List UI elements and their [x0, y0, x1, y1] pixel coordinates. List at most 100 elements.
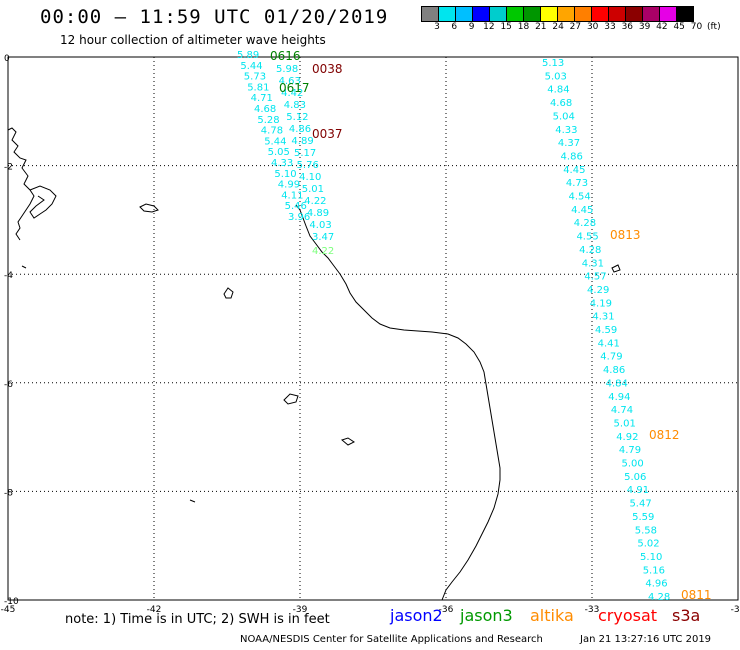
island-6 — [189, 499, 196, 503]
color-scale-label: 18 — [517, 22, 530, 32]
credit-line: NOAA/NESDIS Center for Satellite Applica… — [240, 634, 543, 645]
wave-height-value: 5.02 — [637, 539, 659, 550]
wave-height-value: 4.31 — [582, 258, 604, 269]
wave-height-value: 4.84 — [547, 85, 569, 96]
coastline — [295, 204, 501, 601]
y-tick-label: -8 — [4, 488, 13, 498]
wave-height-value: 4.96 — [645, 579, 667, 590]
track-time-label: 0616 — [270, 49, 301, 63]
x-tick-label: -30 — [731, 605, 740, 615]
wave-height-value: 5.89 — [237, 50, 259, 61]
wave-height-value: 4.28 — [574, 218, 596, 229]
wave-height-value: 5.01 — [302, 184, 324, 195]
color-scale-label: 36 — [621, 22, 634, 32]
africa-coastline — [7, 127, 35, 241]
wave-height-value: 4.99 — [278, 180, 300, 191]
color-scale-label: 33 — [604, 22, 616, 32]
track-middle-values: 5.984.634.424.835.124.864.895.175.764.10… — [276, 64, 334, 257]
wave-height-value: 5.76 — [297, 160, 319, 171]
wave-height-value: 3.47 — [312, 232, 334, 243]
wave-height-value: 4.19 — [590, 298, 612, 309]
color-scale-label: 21 — [535, 22, 547, 32]
color-scale-label: 6 — [451, 22, 458, 32]
wave-height-value: 4.86 — [603, 365, 625, 376]
legend-item-altika: altika — [530, 606, 574, 625]
legend-item-s3a: s3a — [672, 606, 701, 625]
color-scale-label: 27 — [569, 22, 582, 32]
wave-height-value: 4.94 — [608, 392, 630, 403]
grid-lines — [8, 57, 738, 600]
wave-height-value: 4.84 — [606, 378, 628, 389]
wave-height-value: 4.22 — [312, 246, 334, 257]
color-swatch — [676, 6, 694, 22]
wave-height-value: 4.86 — [289, 124, 311, 135]
color-scale-label: 30 — [586, 22, 599, 32]
island-4 — [340, 437, 355, 446]
generation-timestamp: Jan 21 13:27:16 UTC 2019 — [580, 634, 712, 645]
wave-height-value: 4.31 — [592, 312, 614, 323]
wave-height-value: 4.83 — [284, 100, 306, 111]
wave-height-value: 4.68 — [254, 104, 276, 115]
wave-height-value: 4.10 — [299, 172, 321, 183]
wave-height-value: 4.73 — [566, 178, 588, 189]
wave-height-value: 4.74 — [611, 405, 633, 416]
color-scale-label: 24 — [552, 22, 564, 32]
legend-item-cryosat: cryosat — [598, 606, 658, 625]
x-tick-label: -33 — [585, 605, 600, 615]
axis-tick-labels: -45 -42 -39 -36 -33 -30 0 -2 -4 -6 -8 -10 — [1, 54, 740, 615]
island-2 — [223, 287, 234, 299]
wave-height-value: 4.68 — [550, 98, 572, 109]
color-scale-bar — [421, 6, 694, 22]
wave-height-value: 5.81 — [247, 82, 269, 93]
wave-height-value: 4.54 — [569, 192, 591, 203]
x-tick-label: -42 — [147, 605, 162, 615]
wave-height-value: 4.11 — [281, 190, 303, 201]
track-time-label: 0813 — [610, 228, 641, 242]
wave-height-value: 4.28 — [579, 245, 601, 256]
legend-item-jason3: jason3 — [460, 606, 513, 625]
track-time-label: 0038 — [312, 62, 343, 76]
wave-height-value: 5.28 — [257, 115, 279, 126]
color-scale-labels: 3 6 9 12 15 18 21 24 27 30 33 36 39 42 45 70 (ft) — [422, 22, 740, 34]
wave-height-value: 4.41 — [598, 338, 620, 349]
track-time-label: 0812 — [649, 428, 680, 442]
x-tick-label: -45 — [1, 605, 16, 615]
wave-height-value: 4.37 — [558, 138, 580, 149]
color-scale-label: 70 — [690, 22, 703, 32]
map-subtitle: 12 hour collection of altimeter wave hei… — [60, 33, 326, 47]
wave-height-value: 5.13 — [542, 58, 564, 69]
wave-height-value: 5.00 — [622, 459, 644, 470]
legend-item-jason2: jason2 — [390, 606, 443, 625]
x-tick-label: -39 — [293, 605, 308, 615]
wave-height-value: 5.05 — [268, 147, 290, 158]
wave-height-value: 5.44 — [264, 136, 286, 147]
wave-height-value: 4.22 — [304, 196, 326, 207]
island-1 — [139, 203, 159, 213]
y-tick-label: -10 — [4, 597, 19, 607]
track-right-values: 5.13 5.03 4.84 4.68 5.04 4.33 4.37 4.86 4.45 4.73… — [542, 58, 670, 603]
color-scale-label: (ft) — [707, 22, 721, 32]
color-scale-label: 45 — [673, 22, 685, 32]
wave-height-value: 5.44 — [240, 61, 262, 72]
track-time-label: 0811 — [681, 588, 712, 602]
color-scale-label: 39 — [638, 22, 651, 32]
wave-height-value: 4.63 — [279, 76, 301, 87]
wave-height-value: 5.03 — [545, 71, 567, 82]
y-tick-label: 0 — [4, 54, 10, 64]
map-title: 00:00 – 11:59 UTC 01/20/2019 — [40, 6, 389, 28]
wave-height-value: 3.96 — [288, 212, 310, 223]
wave-height-value: 4.86 — [561, 151, 583, 162]
wave-height-value: 4.79 — [600, 352, 622, 363]
wave-height-value: 4.29 — [587, 285, 609, 296]
wave-height-value: 5.59 — [632, 512, 654, 523]
wave-height-value: 5.06 — [624, 472, 646, 483]
wave-height-value: 5.47 — [629, 499, 651, 510]
map-frame — [7, 56, 739, 601]
wave-height-value: 5.73 — [244, 72, 266, 83]
wave-height-value: 4.55 — [576, 232, 598, 243]
wave-height-value: 5.10 — [274, 169, 296, 180]
wave-height-value: 4.79 — [619, 445, 641, 456]
color-scale-label: 12 — [483, 22, 495, 32]
track-left-values: 5.895.445.735.814.714.685.284.785.445.05… — [237, 50, 310, 223]
